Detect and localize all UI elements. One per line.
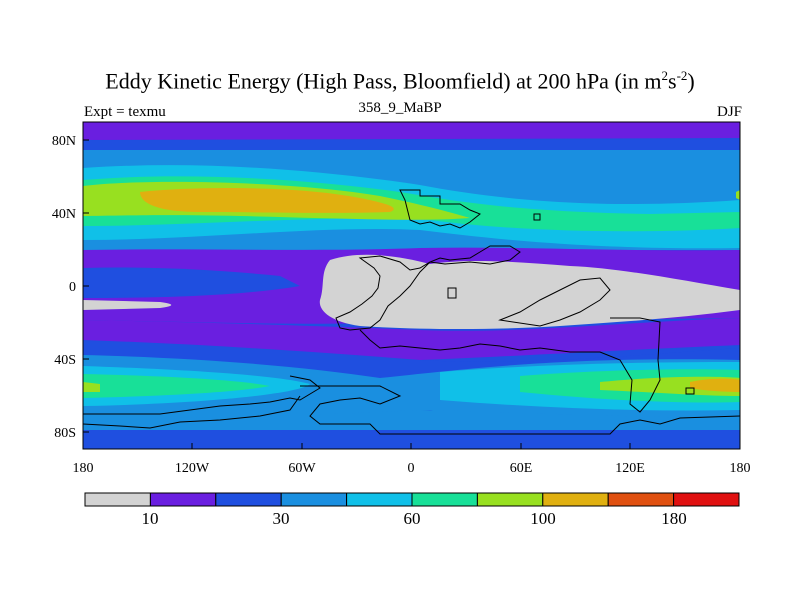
low-eke-region [319,254,740,329]
indian-ocean-coastline [359,317,661,413]
lat-axis: 80N 40N 0 40S 80S [52,134,89,441]
colorbar-labels: 10 30 60 100 180 [142,509,687,528]
sh-polar-inner [83,430,740,449]
antarctica-west-coastline [83,395,301,429]
colorbar-swatch [149,492,217,507]
lon-label-180e: 180 [730,461,751,476]
colorbar-label: 30 [273,509,290,528]
lon-label-120w: 120W [175,461,210,476]
chart-subtitle: 358_9_MaBP [358,100,442,116]
nh-jet-peak [140,188,394,213]
colorbar-swatch [476,492,544,507]
colorbar-swatch [542,492,609,507]
lat-label-80s: 80S [54,426,76,441]
experiment-label: Expt = texmu [84,104,166,120]
antarctica-coastline [300,385,740,435]
colorbar-label: 100 [530,509,556,528]
colorbar-swatch [280,492,348,507]
island-outline [447,287,457,299]
lon-label-60e: 60E [510,461,533,476]
island-outline-2 [533,213,541,221]
colorbar-swatch [346,492,413,507]
lon-label-0: 0 [408,461,415,476]
colorbar-swatch [84,492,151,507]
lat-label-0: 0 [69,280,76,295]
season-label: DJF [716,104,742,120]
colorbar-label: 60 [404,509,421,528]
island-outline-3 [685,387,695,395]
sh-jet-max-west [83,382,100,392]
africa-coastline [335,245,521,331]
colorbar-swatch [673,492,740,507]
lon-label-60w: 60W [288,461,316,476]
nh-polar-band [83,122,740,140]
india-coastline [498,277,611,327]
low-eke-pacific [83,300,172,310]
lon-label-180w: 180 [73,461,94,476]
nh-jet-edge [736,190,740,200]
europe-coastline [399,189,481,229]
colorbar-label: 10 [142,509,159,528]
colorbar-swatch [215,492,282,507]
colorbar-swatch [411,492,478,507]
lat-label-40n: 40N [52,207,76,222]
sh-jet-core-west [83,374,270,398]
lat-label-80n: 80N [52,134,76,149]
colorbar-label: 180 [661,509,687,528]
antarctic-peninsula-coastline [83,375,321,415]
contour-field [83,122,740,449]
chart-title: Eddy Kinetic Energy (High Pass, Bloomfie… [105,68,695,94]
lon-axis: 180 120W 60W 0 60E 120E 180 [73,443,751,476]
lat-label-40s: 40S [54,353,76,368]
lon-label-120e: 120E [615,461,645,476]
tropical-pacific-blue [83,267,300,298]
colorbar [84,492,740,507]
sh-jet-peak-east [690,378,740,392]
colorbar-swatch [607,492,675,507]
